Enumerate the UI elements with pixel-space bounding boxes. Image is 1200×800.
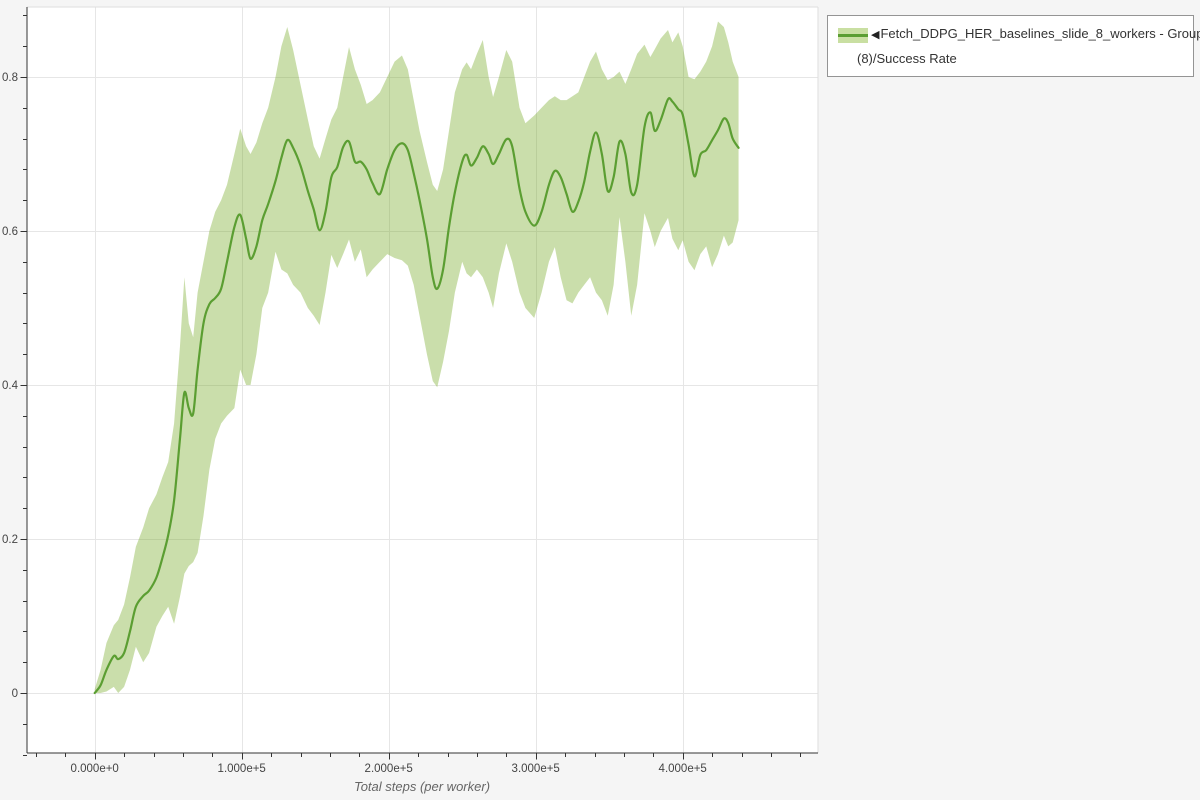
legend-swatch-line (838, 34, 868, 37)
y-tick-labels: 0 0.2 0.4 0.6 0.8 (2, 72, 19, 700)
legend-label-line2: (8)/Success Rate (857, 51, 957, 66)
x-tick-labels: 0.000e+0 1.000e+5 2.000e+5 3.000e+5 4.000e+5 (71, 763, 707, 775)
x-tick-label: 4.000e+5 (659, 763, 707, 775)
y-tick-label: 0.6 (2, 226, 18, 238)
x-tick-label: 2.000e+5 (365, 763, 413, 775)
x-tick-label: 1.000e+5 (218, 763, 266, 775)
gridlines (27, 7, 818, 753)
plot-frame-border (26, 6, 819, 754)
legend-label: ◀Fetch_DDPG_HER_baselines_slide_8_worker… (857, 22, 1200, 70)
axis-ticks (20, 15, 801, 760)
y-tick-label: 0.2 (2, 534, 18, 546)
legend-item[interactable]: ◀Fetch_DDPG_HER_baselines_slide_8_worker… (828, 16, 1200, 76)
legend: ◀Fetch_DDPG_HER_baselines_slide_8_worker… (827, 15, 1200, 77)
confidence-band (94, 21, 739, 694)
y-tick-label: 0 (12, 688, 18, 700)
x-axis-title: Total steps (per worker) (354, 779, 490, 794)
legend-swatch-band (838, 28, 868, 43)
y-tick-label: 0.4 (2, 380, 19, 392)
y-tick-label: 0.8 (2, 72, 18, 84)
mean-line (93, 97, 740, 695)
x-tick-label: 0.000e+0 (71, 763, 119, 775)
legend-label-line1: Fetch_DDPG_HER_baselines_slide_8_workers… (880, 26, 1200, 41)
legend-collapse-icon: ◀ (871, 29, 880, 41)
x-tick-label: 3.000e+5 (512, 763, 560, 775)
